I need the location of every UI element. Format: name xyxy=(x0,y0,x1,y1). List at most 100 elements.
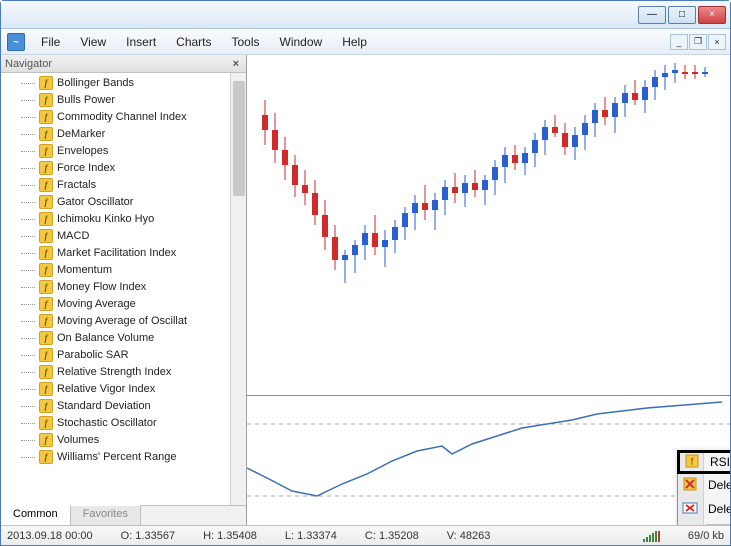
function-icon: f xyxy=(39,212,53,226)
context-menu-item[interactable]: fRSI(14) properties... xyxy=(677,450,730,474)
status-close: C: 1.35208 xyxy=(365,530,419,542)
indicator-item[interactable]: fMACD xyxy=(21,227,246,244)
context-menu-item[interactable]: Delete Indicator Window xyxy=(678,497,730,521)
indicator-label: Fractals xyxy=(57,179,96,191)
rsi-chart xyxy=(247,396,730,525)
indicator-item[interactable]: fWilliams' Percent Range xyxy=(21,448,246,465)
status-open: O: 1.33567 xyxy=(121,530,175,542)
function-icon: f xyxy=(39,314,53,328)
inner-restore-button[interactable]: ❐ xyxy=(689,34,707,50)
inner-minimize-button[interactable]: _ xyxy=(670,34,688,50)
indicator-label: Commodity Channel Index xyxy=(57,111,187,123)
menu-tools[interactable]: Tools xyxy=(222,31,270,53)
status-datetime: 2013.09.18 00:00 xyxy=(7,530,93,542)
indicator-item[interactable]: fBollinger Bands xyxy=(21,74,246,91)
navigator-scrollbar[interactable] xyxy=(230,73,246,505)
function-icon: f xyxy=(39,144,53,158)
indicator-item[interactable]: f Envelopes xyxy=(21,142,246,159)
indicator-item[interactable]: fForce Index xyxy=(21,159,246,176)
function-icon: f xyxy=(39,331,53,345)
tab-favorites[interactable]: Favorites xyxy=(71,505,141,525)
indicator-item[interactable]: f Fractals xyxy=(21,176,246,193)
delete-win-icon xyxy=(682,500,700,518)
indicator-label: DeMarker xyxy=(57,128,105,140)
function-icon: f xyxy=(39,246,53,260)
indicator-label: Stochastic Oscillator xyxy=(57,417,157,429)
statusbar: 2013.09.18 00:00 O: 1.33567 H: 1.35408 L… xyxy=(1,525,730,545)
main-window: — □ × ~ FileViewInsertChartsToolsWindowH… xyxy=(0,0,731,546)
indicator-label: Relative Vigor Index xyxy=(57,383,155,395)
context-menu-separator xyxy=(706,524,730,525)
indicator-label: Market Facilitation Index xyxy=(57,247,176,259)
indicator-item[interactable]: fParabolic SAR xyxy=(21,346,246,363)
indicator-item[interactable]: f Relative Vigor Index xyxy=(21,380,246,397)
function-icon: f xyxy=(39,127,53,141)
function-icon: f xyxy=(39,195,53,209)
menu-view[interactable]: View xyxy=(70,31,116,53)
function-icon: f xyxy=(39,110,53,124)
indicator-item[interactable]: f Moving Average of Oscillat xyxy=(21,312,246,329)
indicator-item[interactable]: f Momentum xyxy=(21,261,246,278)
scrollbar-thumb[interactable] xyxy=(233,81,245,196)
function-icon: f xyxy=(39,450,53,464)
indicator-item[interactable]: fOn Balance Volume xyxy=(21,329,246,346)
function-icon: f xyxy=(39,280,53,294)
context-menu: fRSI(14) properties... Delete Indicator De… xyxy=(677,450,730,525)
indicator-item[interactable]: fVolumes xyxy=(21,431,246,448)
connection-bars-icon xyxy=(643,530,660,542)
candlestick-chart xyxy=(247,55,730,365)
indicator-item[interactable]: f Market Facilitation Index xyxy=(21,244,246,261)
function-icon: f xyxy=(39,161,53,175)
indicator-item[interactable]: fRelative Strength Index xyxy=(21,363,246,380)
indicator-label: Volumes xyxy=(57,434,99,446)
menu-window[interactable]: Window xyxy=(270,31,333,53)
indicator-item[interactable]: fGator Oscillator xyxy=(21,193,246,210)
close-button[interactable]: × xyxy=(698,6,726,24)
app-icon: ~ xyxy=(7,33,25,51)
indicator-item[interactable]: fBulls Power xyxy=(21,91,246,108)
status-volume: V: 48263 xyxy=(447,530,491,542)
indicator-item[interactable]: f DeMarker xyxy=(21,125,246,142)
context-menu-item[interactable]: Delete Indicator xyxy=(678,473,730,497)
context-menu-label: RSI(14) properties... xyxy=(710,455,730,469)
indicator-item[interactable]: fMoving Average xyxy=(21,295,246,312)
minimize-button[interactable]: — xyxy=(638,6,666,24)
navigator-panel: Navigator × fBollinger BandsfBulls Power… xyxy=(1,55,247,525)
inner-close-button[interactable]: × xyxy=(708,34,726,50)
menubar: ~ FileViewInsertChartsToolsWindowHelp _ … xyxy=(1,29,730,55)
function-icon: f xyxy=(39,416,53,430)
titlebar: — □ × xyxy=(1,1,730,29)
function-icon: f xyxy=(39,382,53,396)
context-menu-label: Delete Indicator xyxy=(708,478,730,492)
delete-icon xyxy=(682,476,700,494)
indicator-item[interactable]: f Commodity Channel Index xyxy=(21,108,246,125)
maximize-button[interactable]: □ xyxy=(668,6,696,24)
indicator-item[interactable]: fIchimoku Kinko Hyo xyxy=(21,210,246,227)
menu-insert[interactable]: Insert xyxy=(116,31,166,53)
status-low: L: 1.33374 xyxy=(285,530,337,542)
function-icon: f xyxy=(39,178,53,192)
menu-charts[interactable]: Charts xyxy=(166,31,221,53)
indicator-item[interactable]: f Money Flow Index xyxy=(21,278,246,295)
indicator-label: Moving Average of Oscillat xyxy=(57,315,187,327)
function-icon: f xyxy=(39,263,53,277)
context-menu-label: Delete Indicator Window xyxy=(708,502,730,516)
chart-area[interactable]: Edit Indicator fRSI(14) properties...Del… xyxy=(247,55,730,525)
indicator-label: Money Flow Index xyxy=(57,281,146,293)
indicator-pane[interactable] xyxy=(247,395,730,525)
navigator-tree: fBollinger BandsfBulls PowerfCommodity C… xyxy=(1,73,246,505)
indicator-label: Moving Average xyxy=(57,298,136,310)
navigator-close-icon[interactable]: × xyxy=(230,58,242,70)
indicator-item[interactable]: f Stochastic Oscillator xyxy=(21,414,246,431)
menu-help[interactable]: Help xyxy=(332,31,377,53)
menu-file[interactable]: File xyxy=(31,31,70,53)
function-icon: f xyxy=(39,348,53,362)
status-kb: 69/0 kb xyxy=(688,530,724,542)
tab-common[interactable]: Common xyxy=(1,505,71,525)
indicator-label: Relative Strength Index xyxy=(57,366,171,378)
function-icon: f xyxy=(39,229,53,243)
indicator-label: Bulls Power xyxy=(57,94,115,106)
indicator-label: Momentum xyxy=(57,264,112,276)
indicator-item[interactable]: fStandard Deviation xyxy=(21,397,246,414)
indicator-label: Envelopes xyxy=(57,145,108,157)
